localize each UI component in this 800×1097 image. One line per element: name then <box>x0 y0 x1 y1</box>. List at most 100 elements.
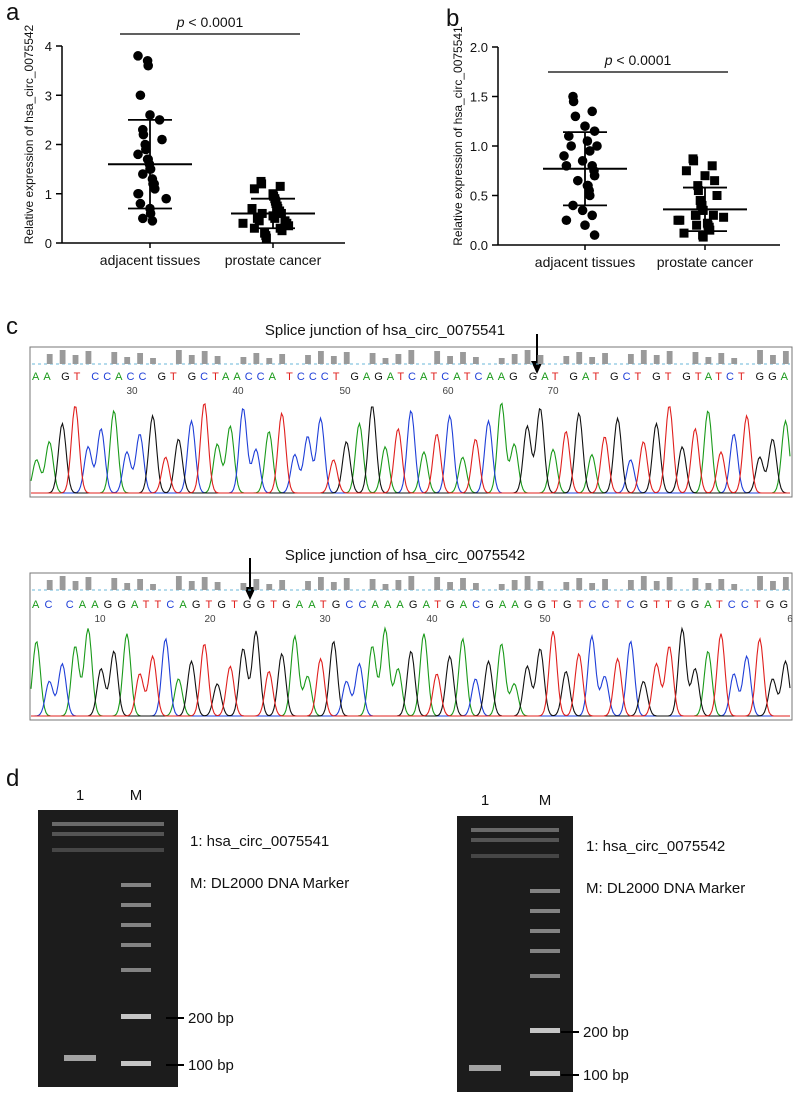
marker-band <box>530 1028 560 1033</box>
quality-bar <box>305 355 311 364</box>
base: T <box>143 599 150 611</box>
quality-bar <box>59 576 66 590</box>
data-point <box>133 149 143 160</box>
y-tick-label: 0.5 <box>470 189 488 204</box>
base: T <box>212 371 219 383</box>
quality-bar <box>253 579 260 590</box>
quality-bar <box>640 576 647 590</box>
base <box>150 371 153 383</box>
base: A <box>115 371 123 383</box>
trace-T <box>31 403 790 494</box>
base: T <box>738 371 745 383</box>
base: C <box>321 371 329 383</box>
data-point <box>693 186 703 196</box>
base: A <box>384 599 392 611</box>
base: A <box>498 371 506 383</box>
base: G <box>652 371 661 383</box>
well-band <box>471 838 559 842</box>
gel-legend: M: DL2000 DNA Marker <box>586 880 745 897</box>
quality-bar <box>395 354 402 364</box>
base: C <box>602 599 610 611</box>
data-point <box>691 210 701 220</box>
base: A <box>296 599 304 611</box>
base <box>675 371 678 383</box>
base: T <box>270 599 277 611</box>
data-point <box>700 171 710 181</box>
data-point <box>150 184 160 194</box>
data-point <box>580 220 590 230</box>
data-point <box>277 226 287 236</box>
size-label: 200 bp <box>583 1024 629 1041</box>
trace-G <box>31 626 791 717</box>
data-point <box>261 233 271 243</box>
y-tick-label: 4 <box>45 39 52 54</box>
size-label: 100 bp <box>188 1057 234 1074</box>
quality-bar <box>602 353 608 364</box>
base: G <box>409 599 418 611</box>
data-point <box>141 144 151 155</box>
data-point <box>564 131 574 141</box>
quality-bar <box>434 351 441 364</box>
base: G <box>779 599 788 611</box>
data-point <box>589 230 600 240</box>
base: A <box>499 599 507 611</box>
quality-bar <box>408 350 415 364</box>
base: T <box>754 599 761 611</box>
quality-bar <box>175 350 182 364</box>
sample-band <box>64 1055 96 1061</box>
base: C <box>138 371 146 383</box>
data-point <box>147 216 158 226</box>
data-point <box>249 184 259 194</box>
x-tick-label: adjacent tissues <box>100 252 200 268</box>
quality-bar <box>563 356 570 364</box>
base: G <box>332 599 341 611</box>
base: G <box>117 599 126 611</box>
position-label: 40 <box>426 614 438 625</box>
data-point <box>589 170 600 181</box>
quality-bar <box>201 351 208 364</box>
quality-bar <box>343 352 350 364</box>
data-point <box>573 175 583 186</box>
quality-bar <box>111 578 118 590</box>
quality-bar <box>524 350 531 364</box>
quality-bar <box>343 578 350 590</box>
quality-bar <box>318 351 324 364</box>
base: G <box>691 599 700 611</box>
trace-G <box>31 406 790 494</box>
quality-bar <box>782 577 789 590</box>
quality-bar <box>318 577 324 590</box>
data-point <box>693 181 703 191</box>
data-point <box>692 220 702 230</box>
data-point <box>275 181 285 191</box>
gel-legend: M: DL2000 DNA Marker <box>190 875 349 892</box>
quality-bar <box>253 353 260 364</box>
position-label: 40 <box>232 386 244 397</box>
base: T <box>431 371 438 383</box>
well-band <box>52 848 164 852</box>
well-band <box>52 822 164 826</box>
base <box>343 371 346 383</box>
quality-bar <box>653 355 660 364</box>
data-point <box>559 151 569 161</box>
marker-band <box>530 1071 560 1076</box>
quality-bar <box>330 582 337 590</box>
base: T <box>155 599 162 611</box>
base: A <box>32 371 40 383</box>
y-tick-label: 2 <box>45 138 52 153</box>
quality-bar <box>279 354 286 364</box>
data-point <box>710 176 720 186</box>
base: C <box>623 371 631 383</box>
y-tick-label: 0 <box>45 236 52 251</box>
base: T <box>397 371 404 383</box>
lane-label: 1 <box>76 787 84 804</box>
base: C <box>257 371 265 383</box>
base: T <box>615 599 622 611</box>
marker-band <box>530 889 560 893</box>
data-point <box>577 205 588 216</box>
base: G <box>563 599 572 611</box>
gel-legend: 1: hsa_circ_0075542 <box>586 838 725 855</box>
base: C <box>309 371 317 383</box>
p-symbol: p <box>604 52 613 68</box>
quality-bar <box>395 580 402 590</box>
y-tick-label: 1 <box>45 187 52 202</box>
